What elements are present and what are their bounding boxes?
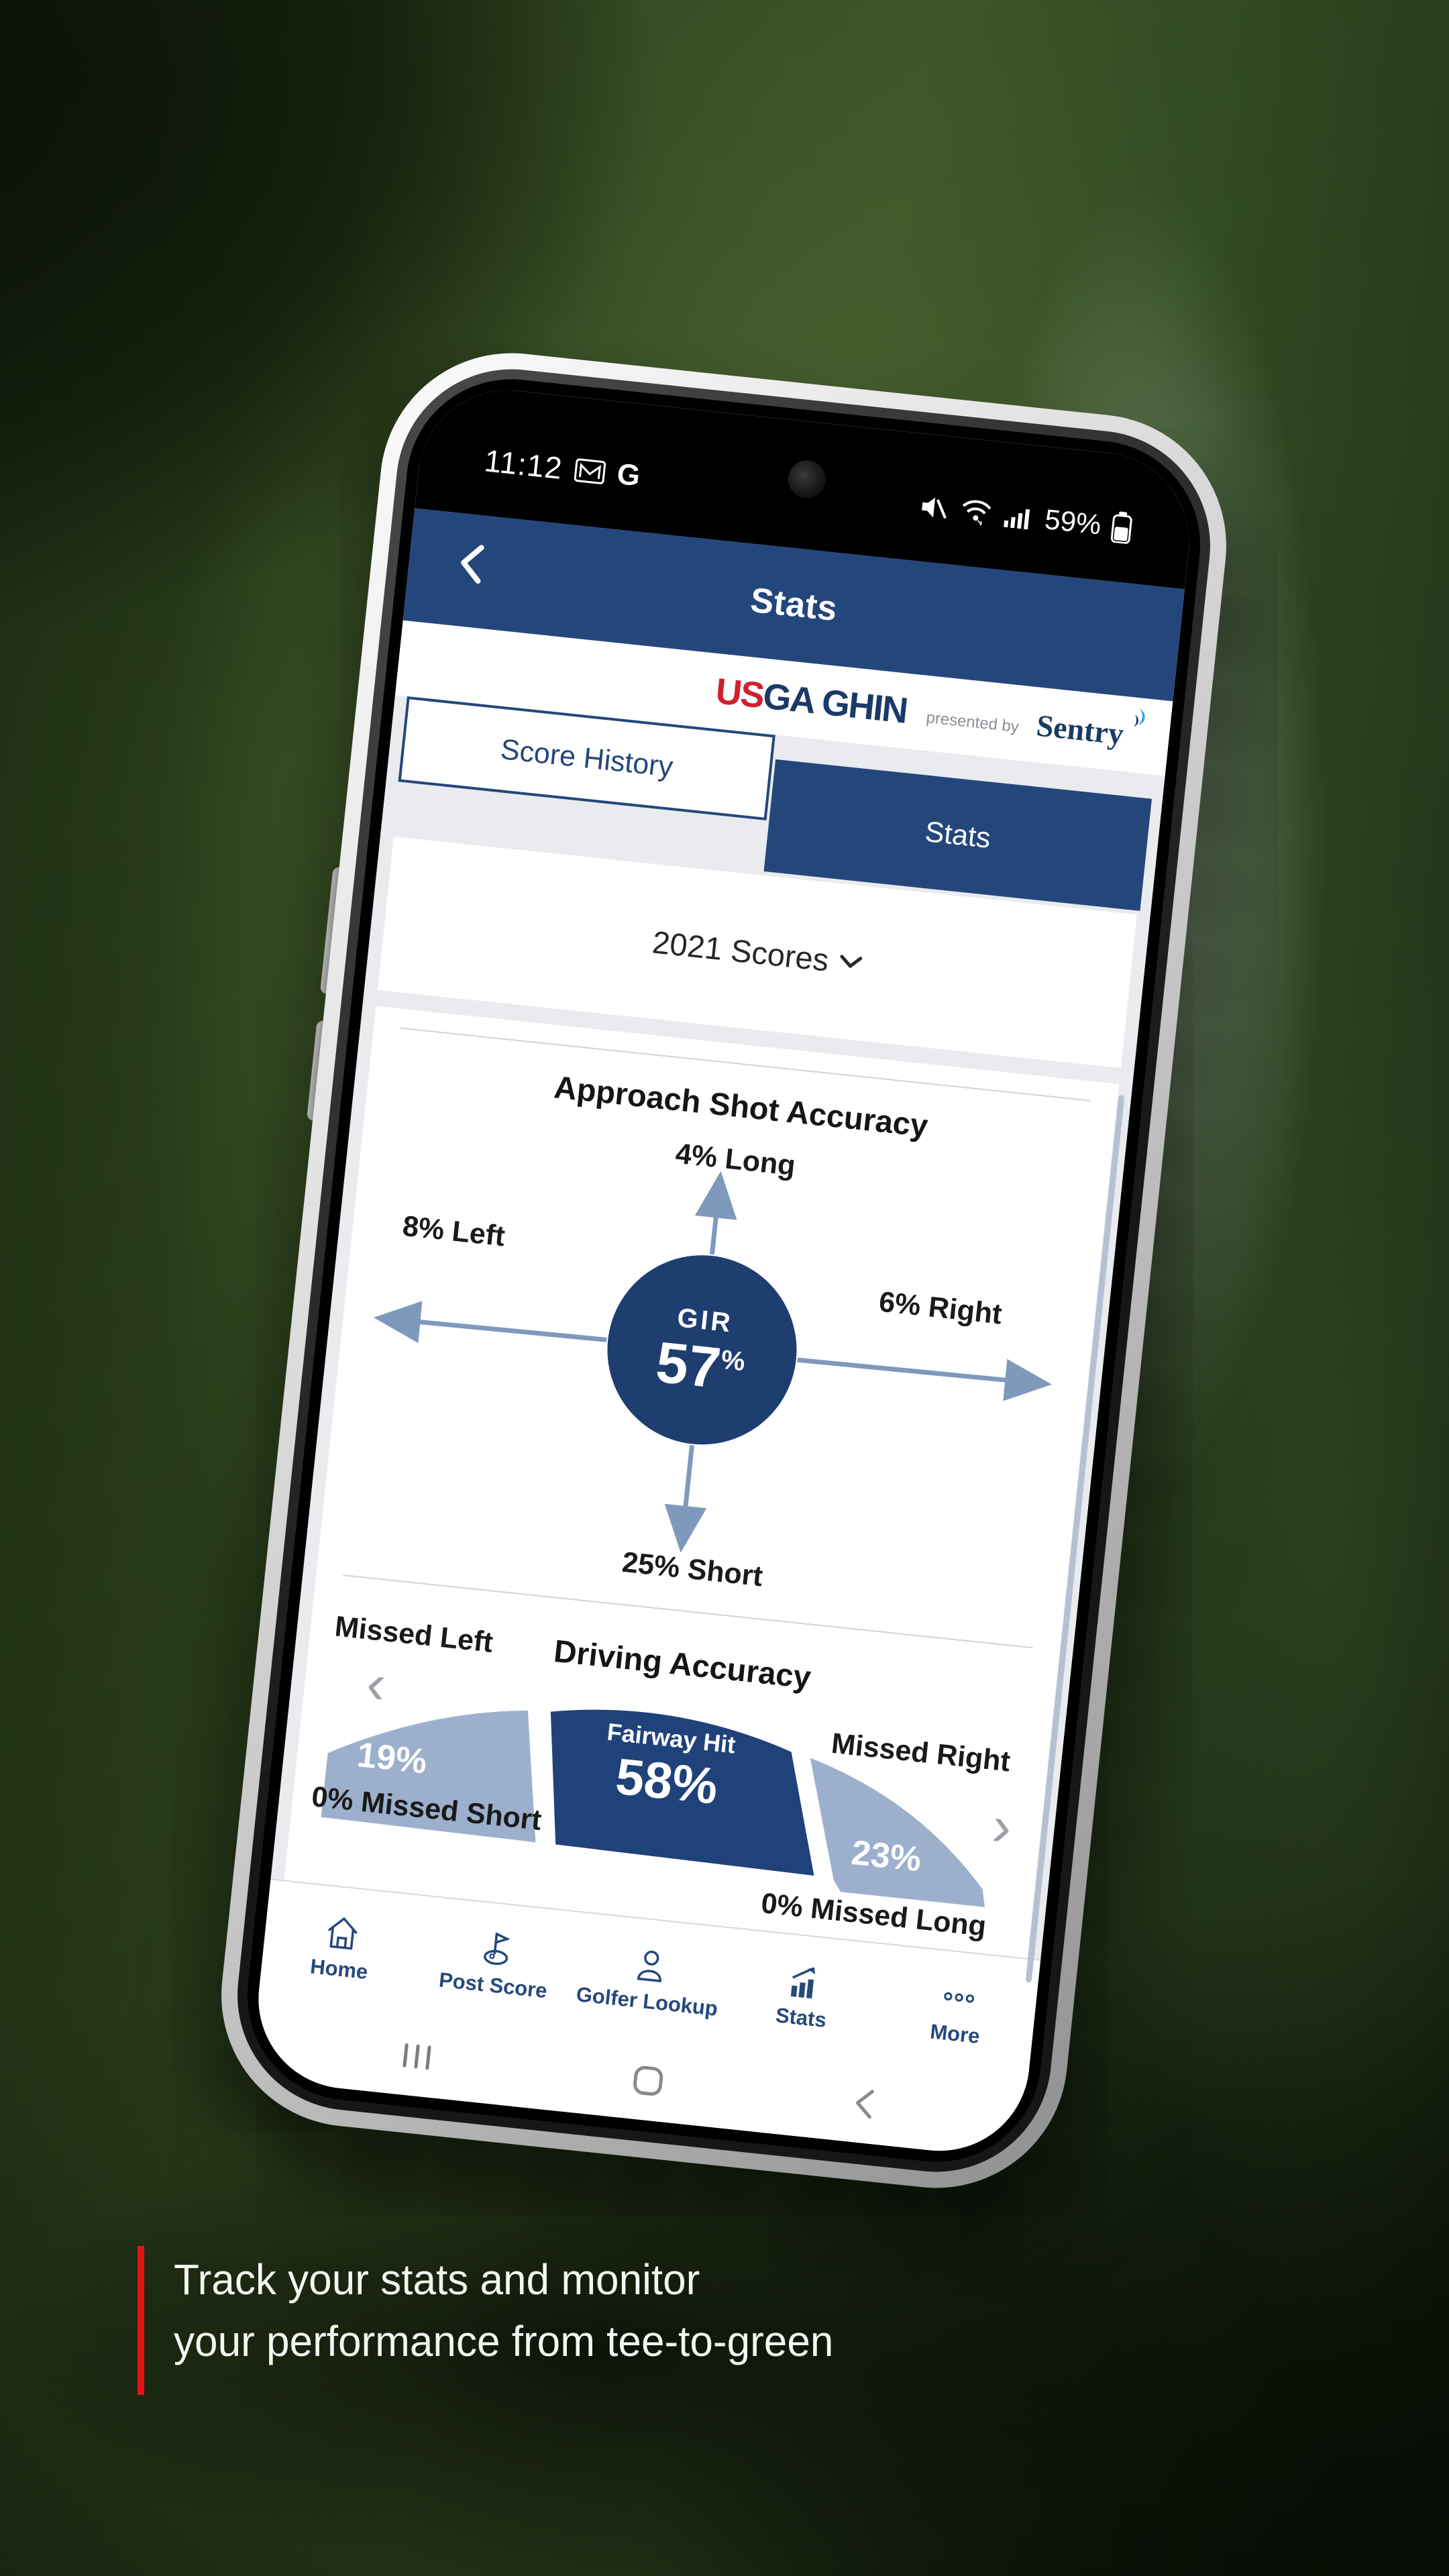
person-icon	[637, 1950, 661, 1982]
status-bar: 11:12 G	[415, 381, 1198, 590]
android-back-icon	[855, 2090, 874, 2119]
clock: 11:12	[482, 443, 565, 486]
brand-strip: USGA GHIN presented by Sentry	[394, 620, 1173, 776]
missed-right-wedge	[810, 1758, 985, 1907]
gir-value: 57%	[653, 1330, 747, 1400]
nav-label: Post Score	[437, 1968, 549, 2003]
sentry-wordmark: Sentry	[1034, 707, 1126, 751]
nav-item-post-score[interactable]: Post Score	[412, 1896, 578, 2032]
caption-accent-bar	[138, 2246, 144, 2395]
sentry-logo: Sentry	[1035, 707, 1148, 754]
nav-item-golfer-lookup[interactable]: Golfer Lookup	[566, 1913, 733, 2049]
page-title: Stats	[748, 580, 839, 629]
bottom-navigation: Home Post Score Golfer	[258, 1880, 1041, 2081]
chevron-down-icon[interactable]	[839, 955, 863, 970]
sentry-swoosh-icon	[1134, 708, 1145, 727]
back-chevron-icon	[461, 545, 484, 584]
tab-stats-label: Stats	[923, 815, 993, 855]
usga-logo-red: US	[713, 671, 765, 716]
nav-label: Golfer Lookup	[575, 1982, 719, 2021]
missed-left-wedge	[321, 1711, 536, 1843]
usga-logo-navy: GA GHIN	[761, 676, 909, 731]
nav-label: Home	[309, 1954, 370, 1984]
nav-item-home[interactable]: Home	[258, 1880, 425, 2016]
app-header: Stats	[402, 508, 1185, 702]
android-back-button[interactable]	[820, 2070, 907, 2138]
camera-punch-hole	[786, 458, 828, 500]
signal-icon	[1004, 508, 1030, 530]
gir-value-number: 57	[653, 1330, 724, 1401]
recents-icon	[402, 2043, 431, 2070]
gmail-icon	[574, 458, 606, 484]
presented-by-label: presented by	[925, 708, 1020, 737]
stats-card: Approach Shot Accuracy 4% Long GIR 5	[284, 1006, 1120, 1958]
nav-item-more[interactable]: More	[874, 1945, 1040, 2081]
home-icon	[328, 1917, 358, 1950]
phone-mockup: 11:12 G	[208, 340, 1240, 2201]
season-selector-card: 2021 Scores	[377, 837, 1137, 1069]
phone-inner-ring: 11:12 G	[226, 358, 1222, 2184]
caption-text: Track your stats and monitor your perfor…	[174, 2249, 833, 2395]
missed-left-pct: 19%	[355, 1735, 429, 1782]
approach-compass-arrows	[373, 1171, 1052, 1553]
mute-icon	[922, 497, 947, 519]
google-icon: G	[615, 458, 642, 493]
nav-item-stats[interactable]: Stats	[720, 1929, 886, 2065]
driving-fan-shapes	[321, 1709, 985, 1907]
driving-fan-chart: 19% Fairway Hit 58% 23%	[309, 1659, 1026, 1952]
caption-line-1: Track your stats and monitor	[174, 2255, 700, 2304]
recents-button[interactable]	[374, 2023, 460, 2091]
usga-ghin-logo: USGA GHIN	[714, 670, 909, 732]
home-gesture-button[interactable]	[605, 2047, 692, 2115]
back-button[interactable]	[446, 537, 498, 589]
tab-score-history-label: Score History	[498, 733, 675, 784]
phone-screen: 11:12 G	[250, 381, 1198, 2160]
wifi-icon	[962, 500, 991, 526]
fairway-hit-wedge	[550, 1709, 814, 1876]
phone-frame: 11:12 G	[208, 340, 1240, 2201]
season-dropdown-value: 2021 Scores	[650, 923, 830, 978]
golf-flag-icon	[484, 1932, 511, 1966]
gir-value-percent: %	[719, 1344, 747, 1377]
android-nav-bar	[250, 2000, 1028, 2160]
battery-icon	[1110, 511, 1132, 545]
bar-chart-icon	[790, 1967, 815, 1999]
missed-right-pct: 23%	[849, 1833, 923, 1880]
caption-line-2: your performance from tee-to-green	[174, 2317, 834, 2365]
battery-percent: 59%	[1043, 503, 1103, 541]
android-home-icon	[633, 2065, 663, 2096]
phone-bezel: 11:12 G	[237, 368, 1211, 2173]
nav-label: Stats	[774, 2003, 828, 2032]
marketing-caption: Track your stats and monitor your perfor…	[138, 2246, 854, 2395]
ellipsis-icon	[943, 1992, 974, 2003]
nav-label: More	[928, 2019, 981, 2049]
